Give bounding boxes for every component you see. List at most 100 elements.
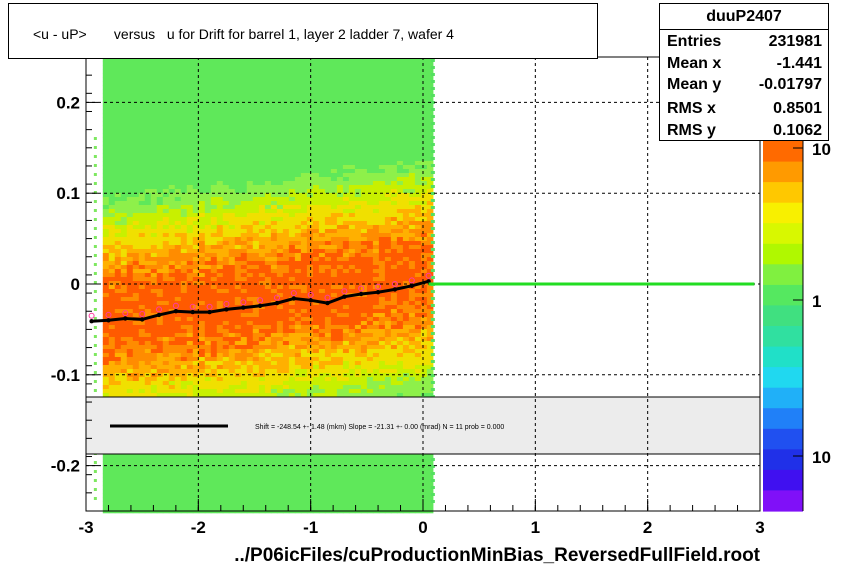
heatmap-cell: [180, 193, 188, 198]
heatmap-cell: [426, 113, 434, 118]
heatmap-cell: [288, 229, 296, 234]
heatmap-cell: [276, 313, 284, 318]
heatmap-cell: [330, 269, 338, 274]
heatmap-cell: [252, 161, 260, 166]
heatmap-cell: [204, 61, 212, 66]
heatmap-cell: [282, 153, 290, 158]
heatmap-cell: [150, 93, 158, 98]
heatmap-cell: [150, 213, 158, 218]
heatmap-cell: [270, 353, 278, 358]
heatmap-cell: [204, 265, 212, 270]
heatmap-cell: [414, 61, 422, 66]
heatmap-cell: [414, 65, 422, 70]
heatmap-cell: [174, 57, 182, 62]
heatmap-cell: [396, 81, 404, 86]
heatmap-cell: [168, 185, 176, 190]
heatmap-cell: [396, 109, 404, 114]
heatmap-cell: [156, 317, 164, 322]
heatmap-cell: [180, 217, 188, 222]
heatmap-cell: [228, 101, 236, 106]
heatmap-cell: [312, 289, 320, 294]
heatmap-cell: [282, 337, 290, 342]
heatmap-cell: [288, 173, 296, 178]
heatmap-cell: [300, 153, 308, 158]
heatmap-cell: [198, 93, 206, 98]
heatmap-cell: [252, 169, 260, 174]
heatmap-cell: [210, 361, 218, 366]
heatmap-cell: [120, 277, 128, 282]
heatmap-cell: [162, 269, 170, 274]
heatmap-cell: [210, 237, 218, 242]
heatmap-cell: [264, 233, 272, 238]
heatmap-cell: [408, 309, 416, 314]
heatmap-cell: [144, 309, 152, 314]
heatmap-cell: [282, 385, 290, 390]
heatmap-cell: [390, 113, 398, 118]
heatmap-cell: [330, 157, 338, 162]
heatmap-cell: [126, 313, 134, 318]
heatmap-cell: [144, 273, 152, 278]
heatmap-cell: [240, 329, 248, 334]
heatmap-cell: [252, 301, 260, 306]
heatmap-cell: [318, 213, 326, 218]
heatmap-cell: [378, 361, 386, 366]
heatmap-cell: [348, 353, 356, 358]
heatmap-cell: [114, 265, 122, 270]
heatmap-cell: [138, 173, 146, 178]
heatmap-cell: [246, 65, 254, 70]
heatmap-cell: [342, 393, 350, 398]
heatmap-cell: [126, 245, 134, 250]
heatmap-cell: [186, 89, 194, 94]
heatmap-cell: [252, 369, 260, 374]
heatmap-cell: [330, 293, 338, 298]
heatmap-cell: [108, 277, 116, 282]
heatmap-cell: [174, 321, 182, 326]
heatmap-cell: [174, 141, 182, 146]
heatmap-cell: [282, 125, 290, 130]
heatmap-cell: [198, 293, 206, 298]
heatmap-cell: [138, 273, 146, 278]
heatmap-cell: [372, 333, 380, 338]
heatmap-cell: [282, 217, 290, 222]
heatmap-cell: [180, 145, 188, 150]
heatmap-cell: [402, 141, 410, 146]
heatmap-cell: [222, 365, 230, 370]
heatmap-cell: [366, 313, 374, 318]
heatmap-cell: [132, 141, 140, 146]
heatmap-cell: [180, 329, 188, 334]
heatmap-cell: [168, 325, 176, 330]
heatmap-cell: [162, 321, 170, 326]
heatmap-cell: [228, 289, 236, 294]
heatmap-cell: [276, 221, 284, 226]
heatmap-cell: [420, 297, 428, 302]
heatmap-cell: [342, 285, 350, 290]
heatmap-cell: [342, 173, 350, 178]
heatmap-cell: [174, 213, 182, 218]
heatmap-cell: [390, 233, 398, 238]
heatmap-cell: [204, 153, 212, 158]
heatmap-cell: [222, 277, 230, 282]
heatmap-cell: [150, 73, 158, 78]
heatmap-cell: [312, 277, 320, 282]
heatmap-cell: [360, 245, 368, 250]
heatmap-cell: [234, 201, 242, 206]
heatmap-cell: [192, 125, 200, 130]
heatmap-cell: [300, 349, 308, 354]
heatmap-cell: [378, 285, 386, 290]
heatmap-cell: [408, 297, 416, 302]
heatmap-cell: [186, 233, 194, 238]
heatmap-cell: [138, 93, 146, 98]
heatmap-cell: [228, 77, 236, 82]
heatmap-cell: [138, 265, 146, 270]
heatmap-cell: [366, 301, 374, 306]
heatmap-cell: [162, 121, 170, 126]
heatmap-cell: [186, 261, 194, 266]
heatmap-cell: [222, 357, 230, 362]
heatmap-cell: [390, 225, 398, 230]
heatmap-cell: [420, 105, 428, 110]
heatmap-cell: [216, 61, 224, 66]
heatmap-cell: [138, 305, 146, 310]
heatmap-cell: [324, 77, 332, 82]
heatmap-cell: [270, 349, 278, 354]
heatmap-cell: [420, 129, 428, 134]
